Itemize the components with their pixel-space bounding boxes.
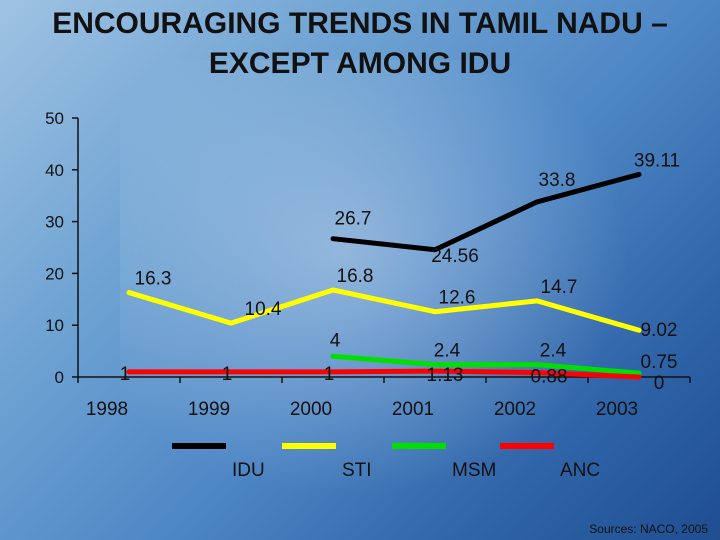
data-label-idu: 24.56 xyxy=(431,246,479,267)
legend-label-anc: ANC xyxy=(560,460,600,481)
y-tick-label: 10 xyxy=(45,316,64,335)
series-line-sti xyxy=(126,287,642,333)
data-label-sti: 10.4 xyxy=(245,299,282,320)
chart-series xyxy=(126,171,642,380)
data-label-anc: 0.88 xyxy=(531,366,568,387)
data-label-anc: 1 xyxy=(324,364,335,385)
data-label-sti: 14.7 xyxy=(541,277,578,298)
data-label-sti: 9.02 xyxy=(641,320,678,341)
page-title: ENCOURAGING TRENDS IN TAMIL NADU – EXCEP… xyxy=(0,4,720,84)
x-tick-label: 2000 xyxy=(290,399,332,420)
y-tick-label: 40 xyxy=(45,161,64,180)
y-tick-label: 0 xyxy=(55,368,64,387)
data-label-anc: 1.13 xyxy=(427,365,464,386)
x-tick-label: 1998 xyxy=(86,399,128,420)
legend-label-idu: IDU xyxy=(232,460,265,481)
chart-legend: IDU STI MSM ANC xyxy=(158,432,628,481)
y-tick-label: 20 xyxy=(45,264,64,283)
legend-label-sti: STI xyxy=(342,460,372,481)
source-note: Sources: NACO, 2005 xyxy=(589,522,708,536)
x-tick-label: 1999 xyxy=(188,399,230,420)
legend-label-msm: MSM xyxy=(452,460,496,481)
data-label-idu: 33.8 xyxy=(539,170,576,191)
chart-data-labels: 26.7 24.56 33.8 39.11 16.3 10.4 16.8 12.6 14.7 9.… xyxy=(120,150,680,394)
y-tick-label: 50 xyxy=(45,109,64,128)
data-label-msm: 4 xyxy=(330,330,341,351)
data-label-msm: 2.4 xyxy=(540,341,567,362)
x-tick-label: 2003 xyxy=(596,399,638,420)
data-label-anc: 0 xyxy=(654,373,665,394)
data-label-idu: 26.7 xyxy=(335,209,372,230)
x-tick-label: 2002 xyxy=(494,399,536,420)
data-label-sti: 16.8 xyxy=(337,266,374,287)
y-tick-label: 30 xyxy=(45,213,64,232)
series-line-anc xyxy=(126,368,642,380)
series-line-idu xyxy=(330,171,642,253)
title-line-1: ENCOURAGING TRENDS IN TAMIL NADU – xyxy=(52,7,668,40)
data-label-msm: 2.4 xyxy=(434,341,461,362)
legend-box xyxy=(158,432,628,470)
data-label-anc: 1 xyxy=(222,364,233,385)
data-label-anc: 1 xyxy=(120,364,131,385)
data-label-msm: 0.75 xyxy=(641,352,678,373)
data-label-idu: 39.11 xyxy=(634,150,680,171)
title-line-2: EXCEPT AMONG IDU xyxy=(208,47,512,80)
x-tick-label: 2001 xyxy=(392,399,434,420)
background-glow xyxy=(120,60,680,540)
series-line-msm xyxy=(330,353,642,376)
data-label-sti: 12.6 xyxy=(439,288,476,309)
data-label-sti: 16.3 xyxy=(135,269,172,290)
